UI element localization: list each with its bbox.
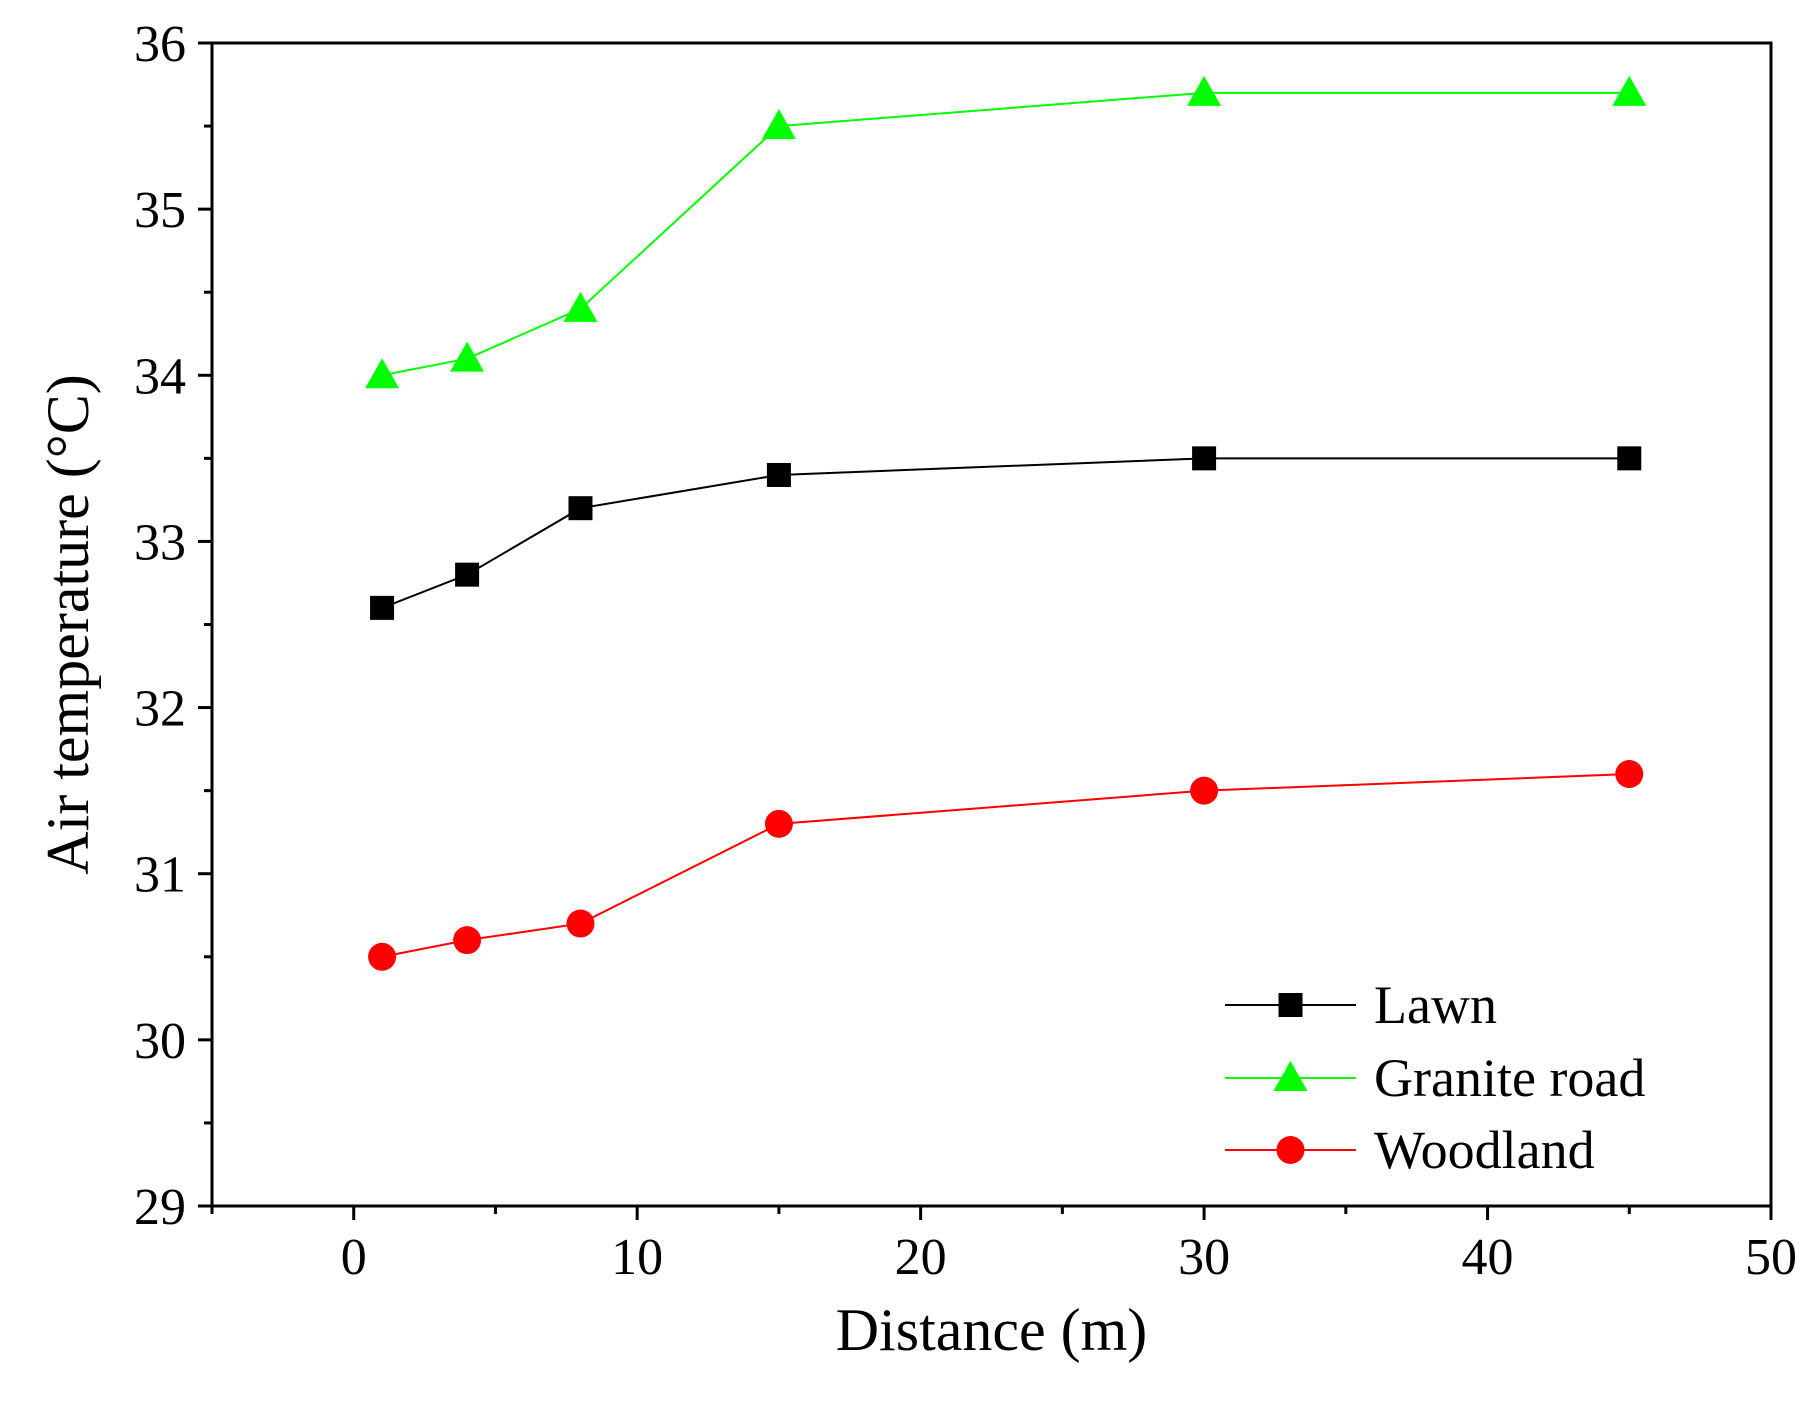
legend-marker-granite-road — [1273, 1061, 1308, 1091]
x-axis-title: Distance (m) — [836, 1297, 1148, 1363]
data-point-lawn — [1192, 446, 1217, 471]
data-point-woodland — [566, 909, 595, 938]
legend-label-lawn: Lawn — [1374, 975, 1497, 1035]
data-point-granite-road — [1612, 75, 1647, 106]
data-point-lawn — [370, 595, 395, 620]
series-granite-road — [365, 75, 1647, 389]
y-tick-label: 32 — [134, 681, 186, 738]
data-point-lawn — [455, 562, 480, 587]
y-tick-label: 34 — [134, 348, 186, 405]
data-point-woodland — [1190, 776, 1219, 805]
data-point-granite-road — [1187, 75, 1222, 106]
x-tick-label: 0 — [341, 1229, 367, 1286]
y-tick-label: 30 — [134, 1013, 186, 1070]
data-point-woodland — [368, 942, 397, 971]
y-tick-label: 33 — [134, 514, 186, 571]
x-tick-label: 30 — [1178, 1229, 1230, 1286]
series-woodland — [368, 760, 1644, 971]
axis-ticks: 0 10 20 30 40 50 29 30 31 32 33 34 35 36 — [134, 16, 1797, 1286]
y-tick-label: 29 — [134, 1179, 186, 1236]
data-point-woodland — [764, 809, 793, 838]
data-point-granite-road — [563, 291, 598, 322]
data-point-lawn — [1617, 446, 1642, 471]
series-lawn — [370, 446, 1642, 620]
legend-label-woodland: Woodland — [1374, 1120, 1595, 1180]
y-axis-title: Air temperature (°C) — [35, 374, 101, 874]
series-line-lawn — [381, 457, 1630, 609]
data-point-granite-road — [761, 109, 796, 140]
series-line-granite-road — [381, 91, 1630, 377]
data-point-woodland — [1615, 760, 1644, 789]
y-tick-label: 31 — [134, 847, 186, 904]
data-point-granite-road — [450, 341, 485, 372]
x-tick-label: 20 — [895, 1229, 947, 1286]
series-line-woodland — [381, 773, 1630, 958]
data-series — [365, 75, 1647, 971]
data-point-granite-road — [365, 358, 400, 389]
data-point-lawn — [766, 462, 791, 487]
x-tick-label: 50 — [1745, 1229, 1797, 1286]
data-point-woodland — [453, 926, 482, 955]
legend-label-granite-road: Granite road — [1374, 1048, 1645, 1108]
plot-frame — [210, 41, 1773, 1208]
legend-marker-woodland — [1276, 1136, 1305, 1164]
data-point-lawn — [568, 496, 593, 521]
legend: Lawn Granite road Woodland — [1225, 975, 1645, 1180]
legend-marker-lawn — [1278, 993, 1303, 1017]
x-tick-label: 10 — [611, 1229, 663, 1286]
x-tick-label: 40 — [1462, 1229, 1514, 1286]
y-tick-label: 36 — [134, 16, 186, 73]
y-tick-label: 35 — [134, 182, 186, 239]
